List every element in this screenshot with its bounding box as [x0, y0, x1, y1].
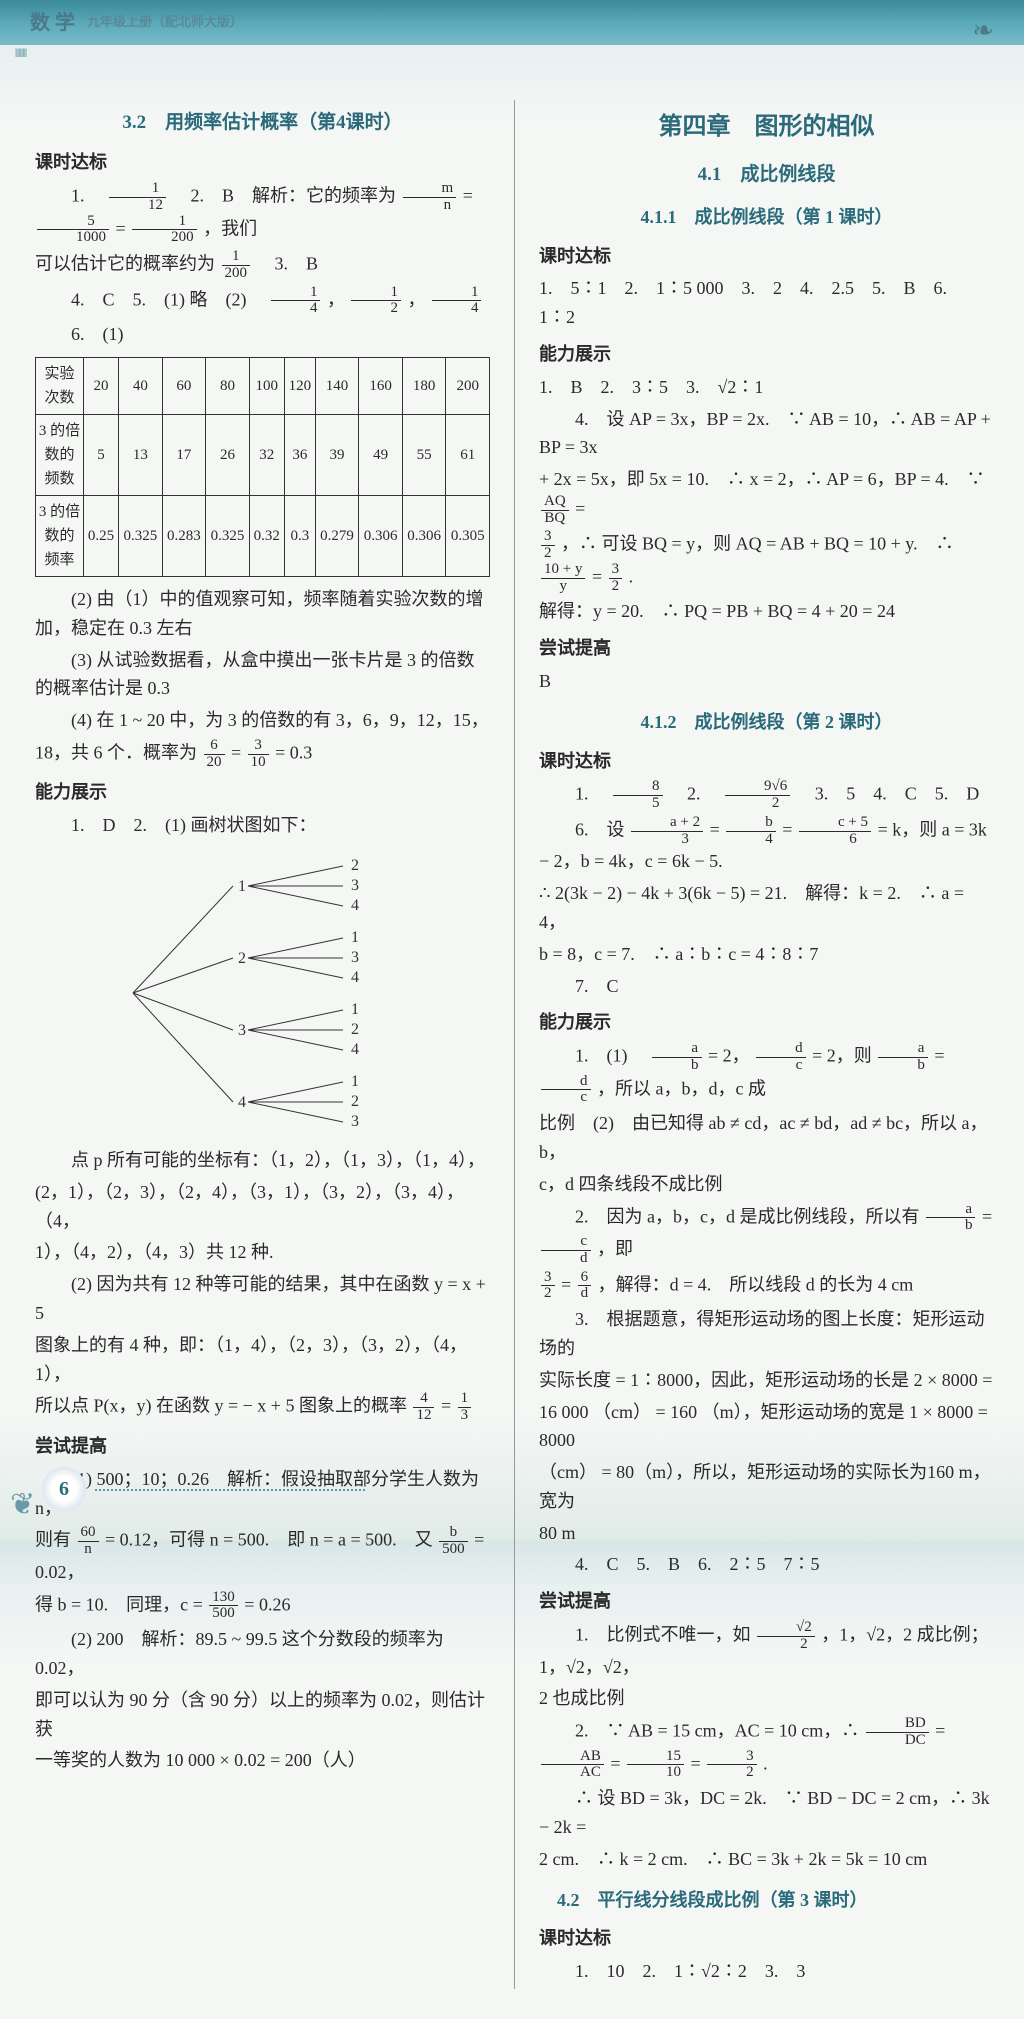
r6d: 7. C [539, 972, 994, 1001]
topic-kwdb3: 课时达标 [539, 1924, 994, 1953]
cs2c: 一等奖的人数为 10 000 × 0.02 = 200（人） [35, 1746, 490, 1775]
header-grade: 九年级上册（配北师大版） [87, 12, 243, 33]
p2: (2) 由（1）中的值观察可知，频率随着实验次数的增加，稳定在 0.3 左右 [35, 585, 490, 643]
svg-text:1: 1 [351, 929, 359, 946]
pp2a: (2) 因为共有 12 种等可能的结果，其中在函数 y = x + 5 [35, 1270, 490, 1328]
r9c: 16 000 （cm） = 160 （m），矩形运动场的宽是 1 × 8000 … [539, 1398, 994, 1456]
r9b: 实际长度 = 1∶8000，因此，矩形运动场的长是 2 × 8000 = [539, 1366, 994, 1395]
r9a: 3. 根据题意，得矩形运动场的图上长度：矩形运动场的 [539, 1305, 994, 1363]
q1-line2: 可以估计它的概率约为 1200 3. B [35, 249, 490, 282]
svg-text:3: 3 [351, 949, 359, 966]
svg-text:2: 2 [351, 1021, 359, 1038]
r7c: c，d 四条线段不成比例 [539, 1170, 994, 1199]
cs1: (1) 500；10；0.26 解析：假设抽取部分学生人数为 n， [35, 1465, 490, 1523]
r7: 1. (1) ab = 2， dc = 2，则 ab = dc ，所以 a，b，… [539, 1041, 994, 1106]
pp2b: 图象上的有 4 种，即：（1，4），（2，3），（3，2），（4，1）， [35, 1331, 490, 1389]
table-row: 3 的倍数的频率 0.250.3250.2830.3250.320.30.279… [36, 495, 490, 576]
tree-diagram: 1 2 3 4 2 3 4 1 3 4 1 2 4 1 2 3 [113, 848, 413, 1138]
r6c: b = 8，c = 7. ∴ a∶b∶c = 4∶8∶7 [539, 940, 994, 969]
r4: B [539, 667, 994, 696]
table-row: 3 的倍数的频数 5131726323639495561 [36, 414, 490, 495]
pp-a: 点 p 所有可能的坐标有：（1，2），（1，3），（1，4）， [35, 1146, 490, 1175]
r6b: ∴ 2(3k − 2) − 4k + 3(6k − 5) = 21. 解得：k … [539, 879, 994, 937]
page-number: 6 [42, 1467, 86, 1511]
topic-kwdb-r: 课时达标 [539, 242, 994, 271]
p4b: 18，共 6 个．概率为 620 = 310 = 0.3 [35, 738, 490, 771]
topic-kwdb2: 课时达标 [539, 747, 994, 776]
r12b: ∴ 设 BD = 3k，DC = 2k. ∵ BD − DC = 2 cm，∴ … [539, 1784, 994, 1842]
sec-4-1-title: 4.1 成比例线段 [539, 160, 994, 190]
topic-keshidabiao: 课时达标 [35, 148, 490, 177]
sec-4-1-2-title: 4.1.2 成比例线段（第 2 课时） [539, 708, 994, 737]
page-body: 3.2 用频率估计概率（第4课时） 课时达标 1. 112 2. B 解析：它的… [0, 45, 1024, 2019]
topic-nlzs-r: 能力展示 [539, 340, 994, 369]
topic-cstg-r: 尝试提高 [539, 634, 994, 663]
p4a: (4) 在 1 ~ 20 中，为 3 的倍数的有 3，6，9，12，15， [35, 706, 490, 735]
pp2c: 所以点 P(x，y) 在函数 y = − x + 5 图象上的概率 412 = … [35, 1391, 490, 1424]
pp-b: (2，1），（2，3），（2，4），（3，1），（3，2），（3，4），（4， [35, 1178, 490, 1236]
topic-cstg2: 尝试提高 [539, 1587, 994, 1616]
svg-text:4: 4 [351, 897, 359, 914]
cs1b: 则有 60n = 0.12，可得 n = 500. 即 n = a = 500.… [35, 1525, 490, 1586]
r9d: （cm） = 80（m），所以，矩形运动场的实际长为160 m，宽为 [539, 1458, 994, 1516]
r6: 6. 设 a + 23 = b4 = c + 56 = k，则 a = 3k −… [539, 815, 994, 876]
r12c: 2 cm. ∴ k = 2 cm. ∴ BC = 3k + 2k = 5k = … [539, 1845, 994, 1874]
svg-text:1: 1 [351, 1001, 359, 1018]
svg-text:1: 1 [351, 1073, 359, 1090]
svg-text:3: 3 [351, 1113, 359, 1130]
r2a: 1. B 2. 3∶5 3. √2∶1 [539, 373, 994, 402]
cs1c: 得 b = 10. 同理，c = 130500 = 0.26 [35, 1590, 490, 1623]
chapter-4-title: 第四章 图形的相似 [539, 108, 994, 146]
q4-line: 4. C 5. (1) 略 (2) 14 ， 12 ， 14 [35, 285, 490, 318]
svg-text:4: 4 [238, 1094, 246, 1111]
r3c: 32 ，∴ 可设 BQ = y，则 AQ = AB + BQ = 10 + y.… [539, 529, 994, 594]
page-header: 数 学 九年级上册（配北师大版） [0, 0, 1024, 45]
svg-text:3: 3 [238, 1022, 246, 1039]
r10: 4. C 5. B 6. 2∶5 7∶5 [539, 1550, 994, 1579]
r9e: 80 m [539, 1519, 994, 1548]
svg-text:1: 1 [238, 878, 246, 895]
r8: 2. 因为 a，b，c，d 是成比例线段，所以有 ab = cd ，即 [539, 1202, 994, 1267]
left-column: 3.2 用频率估计概率（第4课时） 课时达标 1. 112 2. B 解析：它的… [35, 100, 490, 1989]
r3a: 4. 设 AP = 3x，BP = 2x. ∵ AB = 10，∴ AB = A… [539, 405, 994, 463]
p3: (3) 从试验数据看，从盒中摸出一张卡片是 3 的倍数的概率估计是 0.3 [35, 646, 490, 704]
r13: 1. 10 2. 1∶√2∶2 3. 3 [539, 1957, 994, 1986]
r8b: 32 = 6d ，解得：d = 4. 所以线段 d 的长为 4 cm [539, 1270, 994, 1303]
r3d: 解得：y = 20. ∴ PQ = PB + BQ = 4 + 20 = 24 [539, 597, 994, 626]
column-divider [514, 100, 515, 1989]
r3b: + 2x = 5x，即 5x = 10. ∴ x = 2，∴ AP = 6，BP… [539, 465, 994, 526]
q6-label: 6. (1) [35, 320, 490, 349]
ruler-ticks: |||||||||||||| [15, 45, 26, 59]
topic-changshitigao: 尝试提高 [35, 1432, 490, 1461]
topic-nlzs2: 能力展示 [539, 1008, 994, 1037]
pp-c: 1），（4，2），（4，3）共 12 种. [35, 1238, 490, 1267]
svg-text:2: 2 [238, 950, 246, 967]
svg-text:4: 4 [351, 969, 359, 986]
cs2a: (2) 200 解析：89.5 ~ 99.5 这个分数段的频率为 0.02， [35, 1625, 490, 1683]
r12: 2. ∵ AB = 15 cm，AC = 10 cm，∴ BDDC = ABAC… [539, 1716, 994, 1781]
r5: 1. 85 2. 9√62 3. 5 4. C 5. D [539, 779, 994, 812]
sec-4-2-title: 4.2 平行线分线段成比例（第 3 课时） [539, 1886, 994, 1915]
section-3-2-title: 3.2 用频率估计概率（第4课时） [35, 108, 490, 138]
r7b: 比例 (2) 由已知得 ab ≠ cd，ac ≠ bd，ad ≠ bc，所以 a… [539, 1109, 994, 1167]
r1: 1. 5∶1 2. 1∶5 000 3. 2 4. 2.5 5. B 6. 1∶… [539, 274, 994, 332]
r11b: 2 也成比例 [539, 1684, 994, 1713]
frequency-table: 实验次数 20406080100120140160180200 3 的倍数的频数… [35, 357, 490, 577]
topic-nenglizhanshi: 能力展示 [35, 778, 490, 807]
header-subject: 数 学 [30, 7, 75, 39]
right-column: 第四章 图形的相似 4.1 成比例线段 4.1.1 成比例线段（第 1 课时） … [539, 100, 994, 1989]
footer-dots [95, 1489, 365, 1491]
svg-text:3: 3 [351, 877, 359, 894]
svg-text:4: 4 [351, 1041, 359, 1058]
svg-text:2: 2 [351, 1093, 359, 1110]
table-row: 实验次数 20406080100120140160180200 [36, 357, 490, 414]
nl1: 1. D 2. (1) 画树状图如下： [35, 811, 490, 840]
r11: 1. 比例式不唯一，如 √22 ，1，√2，2 成比例；1，√2，√2， [539, 1620, 994, 1681]
svg-text:2: 2 [351, 857, 359, 874]
sec-4-1-1-title: 4.1.1 成比例线段（第 1 课时） [539, 203, 994, 232]
cs2b: 即可以认为 90 分（含 90 分）以上的频率为 0.02，则估计获 [35, 1686, 490, 1744]
corner-icon: ❧ [972, 10, 994, 52]
leaf-icon: ❦ [10, 1481, 35, 1529]
q1-line1: 1. 112 2. B 解析：它的频率为 mn = 51000 = 1200 ，… [35, 181, 490, 246]
